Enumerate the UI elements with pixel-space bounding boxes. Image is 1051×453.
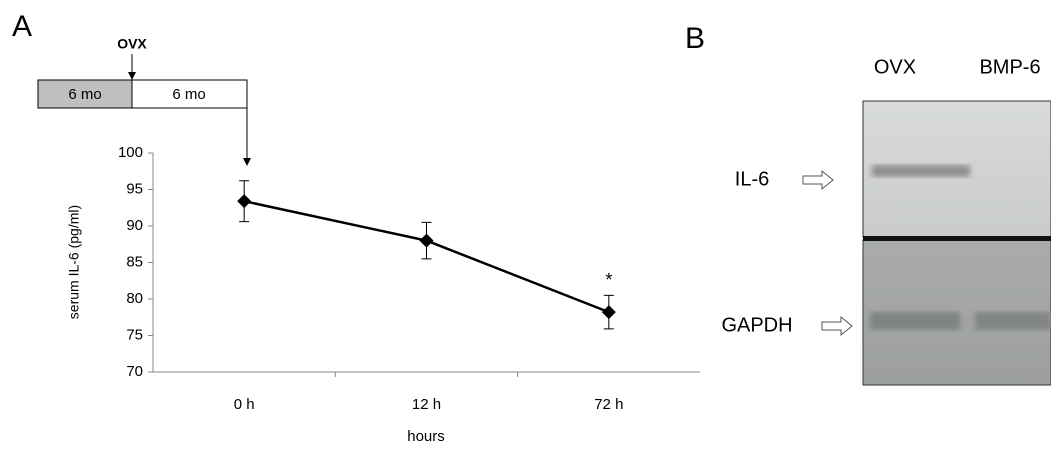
panel-label: B bbox=[685, 22, 705, 55]
y-tick-label: 70 bbox=[126, 363, 143, 380]
point bbox=[420, 234, 434, 248]
point bbox=[602, 305, 616, 319]
figure: A B OVX 6 mo 6 mo serum IL-6 (pg/ml) hou… bbox=[0, 0, 1051, 453]
band bbox=[870, 312, 960, 330]
band bbox=[872, 165, 970, 177]
annotation: * bbox=[605, 270, 612, 290]
panel-label: A bbox=[12, 10, 32, 43]
segment-label: 6 mo bbox=[172, 86, 205, 103]
y-axis-label: serum IL-6 (pg/ml) bbox=[66, 205, 82, 319]
x-tick-label: 72 h bbox=[594, 396, 623, 413]
arrowhead bbox=[128, 72, 136, 80]
band-label: IL-6 bbox=[735, 168, 769, 190]
x-tick-label: 0 h bbox=[234, 396, 255, 413]
y-tick-label: 90 bbox=[126, 217, 143, 234]
arrow bbox=[822, 317, 852, 335]
segment-label: 6 mo bbox=[68, 86, 101, 103]
lane-label: BMP-6 bbox=[979, 56, 1040, 78]
y-tick-label: 75 bbox=[126, 326, 143, 343]
band-label: GAPDH bbox=[721, 314, 792, 336]
x-axis-label: hours bbox=[407, 428, 445, 445]
timeline-event: OVX bbox=[117, 36, 147, 52]
chart: serum IL-6 (pg/ml) hours 70 75 80 85 90 95 100… bbox=[66, 144, 700, 445]
gel-divider bbox=[863, 236, 1051, 241]
y-tick-label: 100 bbox=[118, 144, 143, 161]
arrowhead bbox=[243, 158, 251, 166]
x-tick-label: 12 h bbox=[412, 396, 441, 413]
y-tick-label: 80 bbox=[126, 290, 143, 307]
arrow bbox=[803, 171, 833, 189]
lane-label: OVX bbox=[874, 56, 916, 78]
y-tick-label: 95 bbox=[126, 180, 143, 197]
point bbox=[237, 194, 251, 208]
y-tick-label: 85 bbox=[126, 253, 143, 270]
band bbox=[975, 312, 1051, 330]
